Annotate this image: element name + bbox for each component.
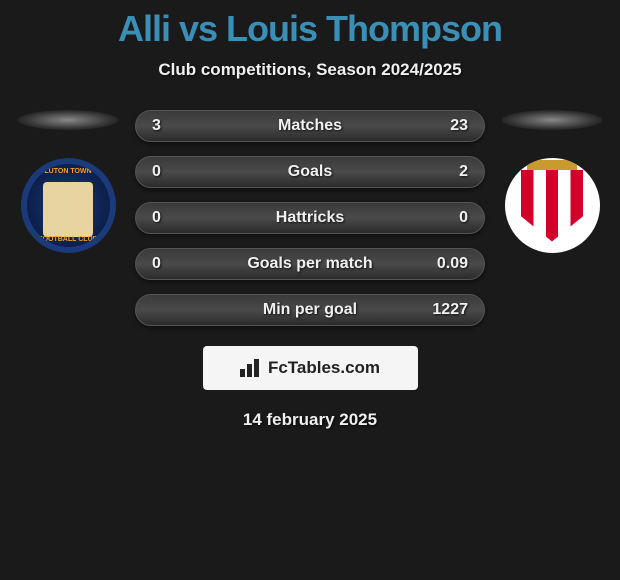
stat-left-value: 0 xyxy=(152,163,161,181)
stat-label: Hattricks xyxy=(276,209,344,227)
stat-row-hattricks: 0 Hattricks 0 xyxy=(135,202,485,234)
date-label: 14 february 2025 xyxy=(243,410,377,430)
stat-row-matches: 3 Matches 23 xyxy=(135,110,485,142)
crest-shield-icon xyxy=(43,182,93,237)
brand-text: FcTables.com xyxy=(268,358,380,378)
bar-chart-icon xyxy=(240,359,262,377)
stat-row-goals-per-match: 0 Goals per match 0.09 xyxy=(135,248,485,280)
crest-shield-wrapper xyxy=(521,170,583,242)
stat-right-value: 1227 xyxy=(432,301,468,319)
stat-left-value: 3 xyxy=(152,117,161,135)
shadow-ellipse-left xyxy=(18,110,118,130)
stat-right-value: 23 xyxy=(450,117,468,135)
stats-column: 3 Matches 23 0 Goals 2 0 Hattricks 0 0 G… xyxy=(135,110,485,326)
page-title: Alli vs Louis Thompson xyxy=(118,8,502,50)
stat-label: Goals per match xyxy=(247,255,372,273)
stat-label: Matches xyxy=(278,117,342,135)
subtitle: Club competitions, Season 2024/2025 xyxy=(158,60,461,80)
stat-right-value: 2 xyxy=(459,163,468,181)
stat-right-value: 0 xyxy=(459,209,468,227)
brand-badge: FcTables.com xyxy=(203,346,418,390)
stat-row-min-per-goal: Min per goal 1227 xyxy=(135,294,485,326)
stat-row-goals: 0 Goals 2 xyxy=(135,156,485,188)
left-team-col: LUTON TOWN FOOTBALL CLUB xyxy=(13,110,123,253)
crest-luton: LUTON TOWN FOOTBALL CLUB xyxy=(21,158,116,253)
right-team-col xyxy=(497,110,607,253)
shadow-ellipse-right xyxy=(502,110,602,130)
stat-left-value: 0 xyxy=(152,255,161,273)
stat-label: Goals xyxy=(288,163,332,181)
crest-text-bottom: FOOTBALL CLUB xyxy=(27,236,110,243)
crest-text-top: LUTON TOWN xyxy=(27,168,110,175)
stat-right-value: 0.09 xyxy=(437,255,468,273)
stat-left-value: 0 xyxy=(152,209,161,227)
stat-label: Min per goal xyxy=(263,301,357,319)
striped-shield-icon xyxy=(521,170,583,242)
main-row: LUTON TOWN FOOTBALL CLUB 3 Matches 23 0 … xyxy=(0,110,620,326)
comparison-card: Alli vs Louis Thompson Club competitions… xyxy=(0,0,620,430)
crest-stevenage xyxy=(505,158,600,253)
